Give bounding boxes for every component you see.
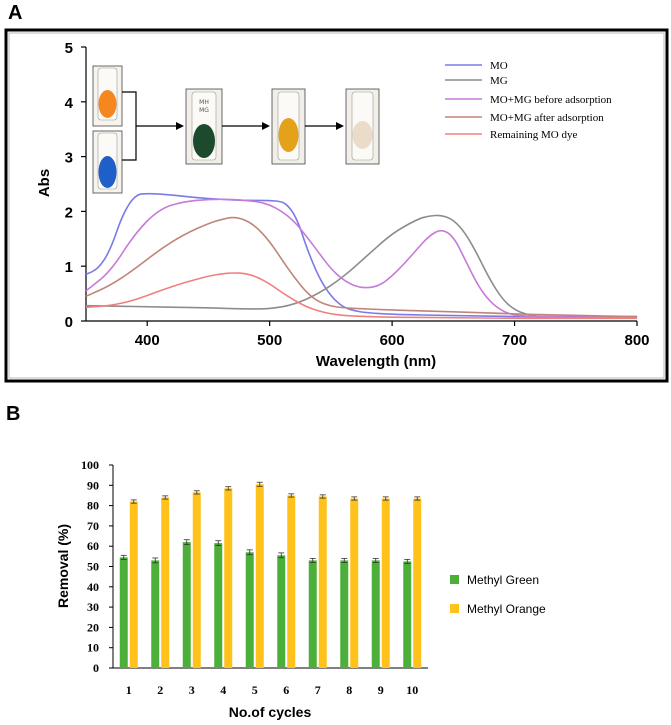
removal-bar-green: [371, 560, 380, 668]
spectrum-legend-label: MO+MG after adsorption: [490, 112, 604, 124]
spectrum-x-tick-label: 600: [380, 332, 405, 349]
removal-bar-green: [214, 543, 223, 668]
removal-bar-green: [119, 557, 128, 668]
spectrum-x-tick-label: 500: [257, 332, 282, 349]
spectrum-y-tick-label: 5: [65, 40, 73, 57]
spectrum-legend: MO MG MO+MG before adsorption MO+MG after a…: [445, 60, 612, 141]
removal-legend-label: Methyl Green: [467, 573, 539, 587]
removal-y-title: Removal (%): [55, 524, 71, 608]
spectrum-line-4: [85, 216, 638, 318]
spectrum-legend-label: MG: [490, 75, 508, 87]
spectrum-line-2: [85, 214, 637, 319]
removal-bar-green: [403, 561, 412, 668]
removal-x-tick-label: 3: [189, 683, 195, 697]
removal-x-tick-label: 6: [283, 683, 289, 697]
removal-x-tick-label: 1: [126, 683, 132, 697]
removal-y-tick-label: 100: [81, 458, 99, 472]
spectrum-series: [85, 192, 638, 320]
panel-b-label: B: [6, 403, 20, 425]
removal-bars: [119, 481, 422, 668]
mixture-vial-label-line2: MG: [199, 107, 209, 114]
spectrum-y-tick-label: 3: [65, 150, 73, 167]
removal-x-tick-label: 8: [346, 683, 352, 697]
removal-y-tick-label: 0: [93, 661, 99, 675]
clear-vial-liquid: [352, 121, 373, 149]
spectrum-legend-label: MO+MG before adsorption: [490, 94, 612, 106]
yellow-vial-liquid: [278, 118, 299, 152]
removal-y-tick-label: 90: [87, 478, 99, 492]
removal-x-tick-label: 4: [220, 683, 226, 697]
removal-bar-orange: [413, 498, 422, 668]
removal-y-tick-label: 60: [87, 539, 99, 553]
spectrum-inner-frame: [8, 32, 665, 379]
removal-bar-orange: [287, 495, 296, 668]
spectrum-y-tick-label: 1: [65, 259, 73, 276]
removal-bar-green: [277, 555, 286, 668]
arrow-1-head: [176, 122, 184, 130]
removal-bar-orange: [129, 501, 138, 668]
removal-x-tick-label: 7: [315, 683, 321, 697]
spectrum-legend-label: MO: [490, 60, 508, 72]
removal-x-title: No.of cycles: [229, 704, 312, 720]
orange-vial-liquid: [98, 90, 117, 118]
spectrum-panel: 0 1 2 3 4 5 400 500 600 700 800 Abs Wavelength (n…: [4, 28, 669, 383]
panel-a-label: A: [8, 2, 22, 24]
vial-inset: MH MG: [92, 65, 380, 194]
removal-bar-green: [340, 560, 349, 668]
removal-legend-swatch: [450, 575, 459, 584]
removal-bar-green: [245, 552, 254, 668]
removal-x-tick-label: 2: [157, 683, 163, 697]
removal-bar-orange: [161, 497, 170, 668]
removal-bar-orange: [255, 484, 264, 668]
removal-y-tick-label: 10: [87, 641, 99, 655]
removal-y-tick-label: 40: [87, 580, 99, 594]
removal-bar-orange: [224, 488, 233, 668]
removal-bar-green: [308, 560, 317, 668]
spectrum-x-title: Wavelength (nm): [316, 353, 436, 370]
spectrum-line-5: [85, 272, 637, 320]
spectrum-x-tick-label: 700: [502, 332, 527, 349]
blue-vial-liquid: [98, 156, 117, 188]
removal-bar-green: [151, 560, 160, 668]
arrow-3-head: [336, 122, 344, 130]
removal-bar-green: [182, 542, 191, 668]
removal-legend-swatch: [450, 604, 459, 613]
spectrum-y-tick-label: 0: [65, 314, 73, 331]
mixture-vial-liquid: [193, 124, 215, 158]
spectrum-y-ticks: 0 1 2 3 4 5: [65, 40, 86, 331]
spectrum-y-tick-label: 2: [65, 204, 73, 221]
removal-bar-orange: [318, 496, 327, 668]
removal-x-tick-label: 9: [378, 683, 384, 697]
removal-legend: Methyl Green Methyl Orange: [450, 573, 546, 616]
removal-panel: 0 10 20 30 40 50 60 70 80 90 100 1 2 3 4 5 6 7 8 9 10 Remov…: [55, 458, 546, 720]
removal-x-ticks: 1 2 3 4 5 6 7 8 9 10: [126, 683, 419, 697]
spectrum-line-1: [85, 192, 637, 318]
removal-y-tick-label: 70: [87, 519, 99, 533]
arrow-2-head: [262, 122, 270, 130]
removal-x-tick-label: 5: [252, 683, 258, 697]
removal-bar-orange: [381, 498, 390, 668]
removal-bar-orange: [350, 498, 359, 668]
removal-bar-orange: [192, 492, 201, 668]
removal-y-tick-label: 30: [87, 600, 99, 614]
spectrum-line-3: [85, 198, 637, 319]
mixture-vial-label-line1: MH: [199, 99, 209, 106]
removal-y-tick-label: 80: [87, 499, 99, 513]
spectrum-y-title: Abs: [36, 169, 53, 197]
removal-legend-label: Methyl Orange: [467, 602, 546, 616]
spectrum-x-ticks: 400 500 600 700 800: [135, 321, 650, 349]
removal-y-ticks: 0 10 20 30 40 50 60 70 80 90 100: [81, 458, 113, 675]
spectrum-x-tick-label: 800: [624, 332, 649, 349]
removal-x-tick-label: 10: [406, 683, 418, 697]
removal-y-tick-label: 20: [87, 620, 99, 634]
spectrum-legend-label: Remaining MO dye: [490, 129, 577, 141]
spectrum-x-tick-label: 400: [135, 332, 160, 349]
spectrum-y-tick-label: 4: [65, 95, 74, 112]
removal-y-tick-label: 50: [87, 560, 99, 574]
